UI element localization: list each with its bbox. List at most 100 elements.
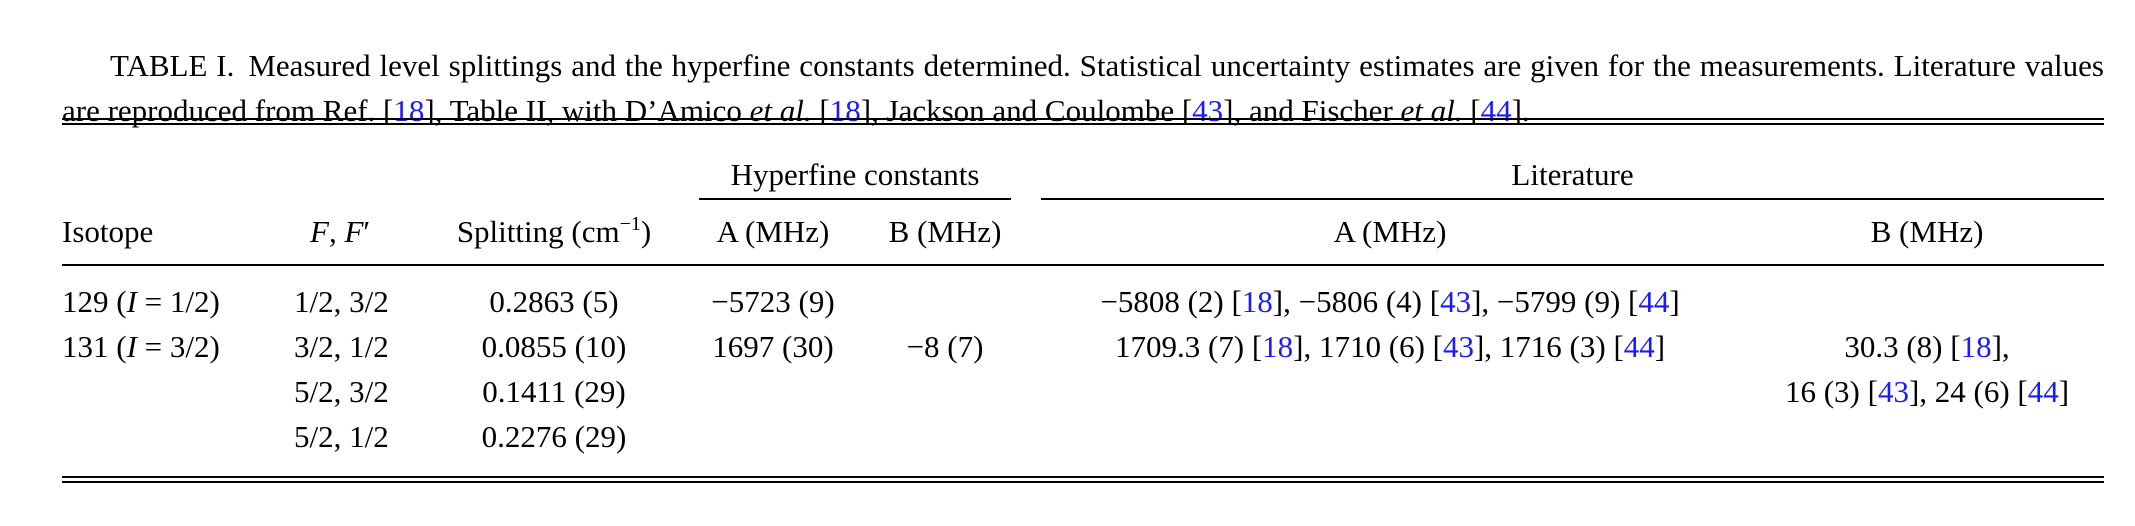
text: ], and Fischer [1223,93,1401,128]
text: = 1/2) [136,283,220,319]
text: = 3/2) [136,328,220,364]
table-cell [1030,414,1750,472]
citation[interactable]: 18 [829,93,861,128]
caption-text: Measured level splittings and the hyperf… [62,48,2104,128]
column-header: Splitting (cm−1) [422,200,686,266]
citation[interactable]: 43 [1877,373,1909,409]
table-row: 129 (I = 1/2) 1/2, 3/2 0.2863 (5) −5723 (9)… [62,265,2104,324]
text: B (MHz) [1870,214,1984,249]
citation[interactable]: 44 [1638,283,1670,319]
table-cell: 16 (3) [43], 24 (6) [44] [1750,369,2104,414]
text: [ [811,93,830,128]
italic-text: F [344,214,364,249]
table-cell [1750,414,2104,472]
text: 1/2, 3/2 [294,283,389,319]
text: ], −5799 (9) [ [1471,283,1639,319]
text: 1709.3 (7) [ [1114,328,1263,364]
column-header: B (MHz) [860,200,1031,266]
citation[interactable]: 43 [1192,93,1224,128]
citation[interactable]: 43 [1442,328,1474,364]
citation[interactable]: 44 [1623,328,1655,364]
table-cell: 0.0855 (10) [422,324,686,369]
text: ], Table II, with D’Amico [424,93,750,128]
table-cell: 131 (I = 3/2) [62,324,290,369]
column-header: A (MHz) [686,200,860,266]
italic-text: et al. [749,93,812,128]
table-cell: 1697 (30) [686,324,860,369]
text: 129 ( [62,283,127,319]
citation[interactable]: 18 [1960,328,1992,364]
text: 1697 (30) [712,328,834,364]
text: ] [1669,283,1680,319]
table-cell: 0.1411 (29) [422,369,686,414]
table-row: 5/2, 3/2 0.1411 (29) 16 (3) [43], 24 (6) [… [62,369,2104,414]
text: 16 (3) [ [1784,373,1878,409]
table-cell: 3/2, 1/2 [290,324,422,369]
table-cell [62,414,290,472]
column-header: F, F′ [290,200,422,266]
text: , [328,214,345,249]
text: ) [640,214,652,249]
text: 5/2, 3/2 [294,373,389,409]
column-header: B (MHz) [1750,200,2105,266]
group-header-cell: Hyperfine constants [686,118,1030,200]
table-cell: 1709.3 (7) [18], 1710 (6) [43], 1716 (3)… [1030,324,1750,369]
superscript: −1 [619,213,641,235]
text: 131 ( [62,328,127,364]
citation[interactable]: 18 [393,93,425,128]
text: ′ [363,214,371,249]
citation[interactable]: 18 [1241,283,1273,319]
table-cell [860,369,1030,414]
caption: TABLE I. Measured level splittings and th… [62,43,2104,133]
column-header: A (MHz) [1030,200,1751,266]
top-rule [62,118,2104,125]
empty-cell [62,118,686,200]
citation[interactable]: 18 [1262,328,1294,364]
italic-text: I [126,328,137,364]
table-row: 131 (I = 3/2) 3/2, 1/2 0.0855 (10) 1697 (30… [62,324,2104,369]
text: B (MHz) [888,214,1002,249]
citation[interactable]: 43 [1440,283,1472,319]
text: −8 (7) [906,328,984,364]
group-header: Literature [1041,152,2105,200]
table-cell [860,265,1030,324]
table-cell: 0.2863 (5) [422,265,686,324]
text: ] [1654,328,1666,364]
text: ], −5806 (4) [ [1272,283,1441,319]
table-cell [1750,265,2104,324]
text: ] [2058,373,2070,409]
text: 0.0855 (10) [481,328,627,364]
text: 30.3 (8) [ [1844,328,1961,364]
citation[interactable]: 44 [2027,373,2059,409]
citation[interactable]: 44 [1480,93,1512,128]
data-table: Hyperfine constants Literature Isotope F, F… [62,118,2105,472]
table-cell: −8 (7) [860,324,1030,369]
text: Splitting (cm [456,214,620,249]
italic-text: I [126,283,137,319]
text: ], Jackson and Coulombe [ [860,93,1193,128]
table-cell [860,414,1030,472]
group-header-cell: Literature [1030,118,2105,200]
table-cell: −5723 (9) [686,265,860,324]
text: Isotope [62,214,154,249]
table-row: 5/2, 1/2 0.2276 (29) [62,414,2104,472]
text: ], [1991,328,2010,364]
group-header: Hyperfine constants [699,152,1012,200]
text: ], 1716 (3) [ [1473,328,1624,364]
text: 0.1411 (29) [482,373,626,409]
table-cell: 30.3 (8) [18], [1750,324,2104,369]
text: [ [1462,93,1481,128]
text: A (MHz) [1333,214,1447,249]
italic-text: F [310,214,329,249]
column-header: Isotope [62,200,290,266]
text: Measured level splittings and the hyperf… [62,48,2104,128]
text: −5808 (2) [ [1100,283,1242,319]
table-cell: −5808 (2) [18], −5806 (4) [43], −5799 (9… [1030,265,1750,324]
table-cell: 1/2, 3/2 [290,265,422,324]
caption-label: TABLE I. [110,48,235,83]
text: 3/2, 1/2 [294,328,389,364]
text: ], 24 (6) [ [1908,373,2028,409]
text: ], 1710 (6) [ [1293,328,1443,364]
table-cell [62,369,290,414]
